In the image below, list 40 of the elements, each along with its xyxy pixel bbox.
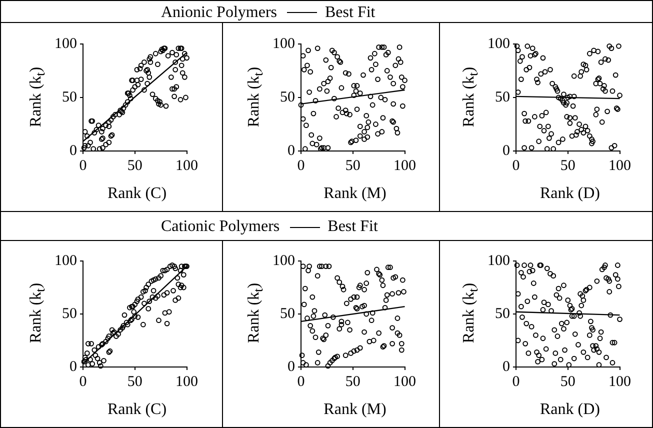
- x-tick-label: 100: [176, 158, 198, 174]
- y-tick-label: 0: [502, 358, 510, 375]
- x-axis-title: Rank (C): [107, 185, 167, 203]
- y-tick-label: 100: [54, 36, 77, 52]
- x-tick-label: 50: [127, 374, 142, 390]
- x-axis-title: Rank (D): [540, 185, 600, 203]
- y-tick-label: 0: [502, 142, 510, 159]
- x-tick-label: 50: [560, 158, 576, 174]
- x-tick-label: 50: [345, 158, 360, 174]
- y-tick-label: 0: [288, 142, 295, 159]
- x-axis-title: Rank (C): [107, 401, 167, 419]
- y-tick-label: 50: [280, 306, 295, 322]
- y-tick-label: 100: [54, 252, 77, 269]
- y-tick-label: 50: [62, 306, 77, 322]
- legend-label: Best Fit: [328, 218, 378, 236]
- x-tick-label: 100: [394, 158, 416, 174]
- x-tick-label: 50: [127, 158, 142, 174]
- x-tick-label: 100: [176, 374, 198, 390]
- x-tick-label: 100: [608, 374, 631, 390]
- x-tick-label: 50: [345, 374, 360, 390]
- y-tick-label: 50: [62, 89, 77, 106]
- y-tick-label: 100: [488, 36, 510, 52]
- text: Anionic Polymers: [161, 4, 277, 22]
- y-tick-label: 100: [488, 252, 510, 269]
- y-tick-label: 50: [495, 306, 510, 322]
- x-tick-label: 50: [560, 374, 576, 390]
- x-tick-label: 100: [608, 158, 631, 174]
- x-axis-title: Rank (M): [324, 185, 386, 203]
- y-tick-label: 0: [70, 358, 77, 375]
- x-axis-title: Rank (M): [324, 401, 386, 419]
- x-axis-title: Rank (D): [540, 401, 600, 419]
- y-tick-label: 100: [272, 36, 295, 52]
- y-tick-label: 0: [70, 142, 77, 159]
- y-tick-label: 50: [280, 89, 295, 106]
- y-tick-label: 50: [495, 89, 510, 106]
- y-tick-label: 100: [272, 252, 295, 269]
- y-tick-label: 0: [288, 358, 295, 375]
- x-tick-label: 100: [394, 374, 416, 390]
- text: Cationic Polymers: [161, 218, 280, 236]
- legend-label: Best Fit: [325, 4, 376, 22]
